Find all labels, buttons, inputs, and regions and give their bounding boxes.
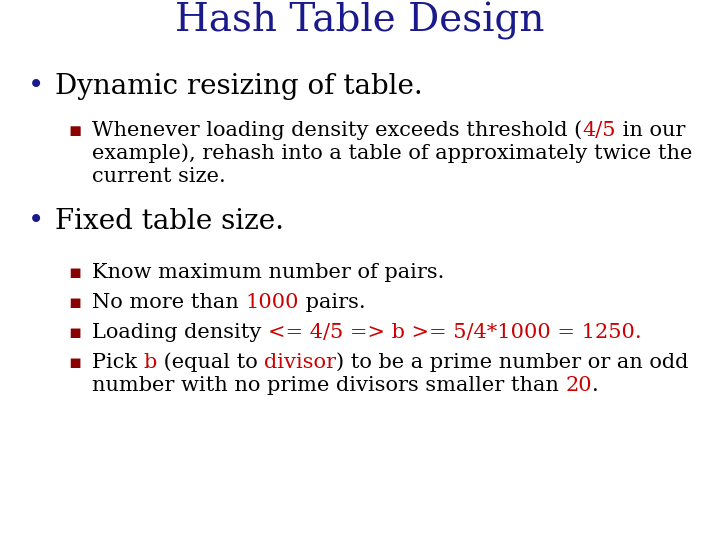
Text: ) to be a prime number or an odd: ) to be a prime number or an odd [336,352,689,372]
Text: 1000: 1000 [246,293,299,312]
Text: ▪: ▪ [68,264,81,282]
Text: current size.: current size. [92,167,226,186]
Text: Pick: Pick [92,353,144,372]
Text: ▪: ▪ [68,294,81,312]
Text: number with no prime divisors smaller than: number with no prime divisors smaller th… [92,376,565,395]
Text: •: • [28,73,44,100]
Text: ▪: ▪ [68,122,81,140]
Text: Loading density: Loading density [92,323,268,342]
Text: divisor: divisor [264,353,336,372]
Text: Know maximum number of pairs.: Know maximum number of pairs. [92,263,444,282]
Text: (equal to: (equal to [157,352,264,372]
Text: 4/5: 4/5 [582,121,616,140]
Text: 20: 20 [565,376,592,395]
Text: .: . [592,376,599,395]
Text: b: b [144,353,157,372]
Text: pairs.: pairs. [299,293,366,312]
Text: •: • [28,208,44,235]
Text: ▪: ▪ [68,354,81,372]
Text: ▪: ▪ [68,324,81,342]
Text: <= 4/5 => b >= 5/4*1000 = 1250.: <= 4/5 => b >= 5/4*1000 = 1250. [268,323,642,342]
Text: ▪: ▪ [68,122,81,140]
Text: example), rehash into a table of approximately twice the: example), rehash into a table of approxi… [92,143,693,163]
Text: Dynamic resizing of table.: Dynamic resizing of table. [55,73,423,100]
Text: Whenever loading density exceeds threshold (: Whenever loading density exceeds thresho… [92,120,582,140]
Text: Hash Table Design: Hash Table Design [175,2,545,40]
Text: No more than: No more than [92,293,246,312]
Text: Fixed table size.: Fixed table size. [55,208,284,235]
Text: in our: in our [616,121,685,140]
